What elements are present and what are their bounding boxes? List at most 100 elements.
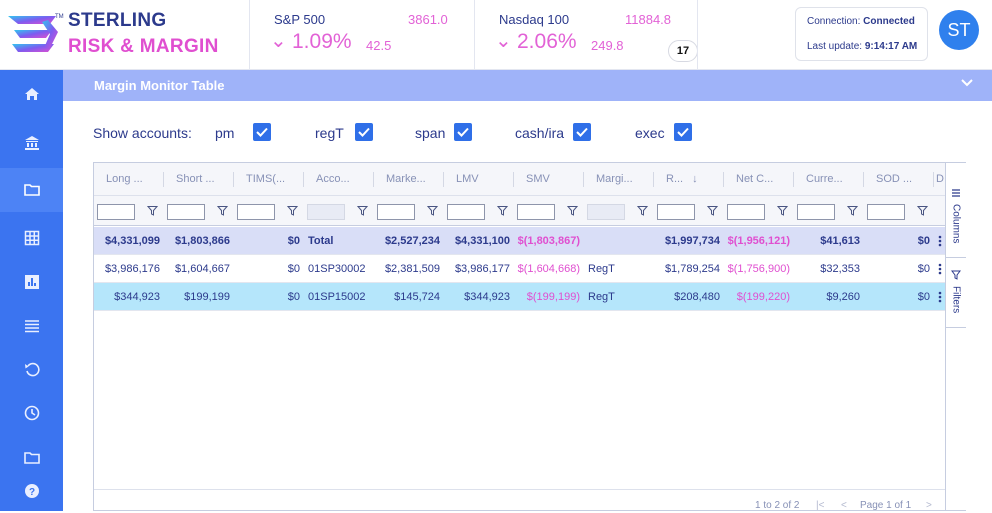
column-header[interactable]: D [934,163,945,195]
column-header-label: Marke... [386,173,426,185]
filter-icon[interactable] [497,205,508,216]
row-menu-icon[interactable] [938,263,942,275]
filter-input[interactable] [307,204,345,220]
filter-input[interactable] [727,204,765,220]
column-resize-handle[interactable] [303,172,304,187]
column-filter [304,196,374,225]
column-header[interactable]: TIMS(... [234,163,304,195]
filter-input[interactable] [167,204,205,220]
filter-icon[interactable] [357,205,368,216]
column-resize-handle[interactable] [513,172,514,187]
table-cell: $344,923 [114,291,160,303]
filter-icon[interactable] [287,205,298,216]
column-resize-handle[interactable] [653,172,654,187]
clock-icon [24,405,39,421]
filter-icon[interactable] [777,205,788,216]
sidebar-item-folder[interactable] [0,168,63,212]
filter-input[interactable] [237,204,275,220]
column-header[interactable]: LMV [444,163,514,195]
column-resize-handle[interactable] [443,172,444,187]
panel-title: Margin Monitor Table [94,78,225,93]
bank-icon [24,136,39,150]
column-resize-handle[interactable] [933,172,934,187]
table-cell: $(1,956,121) [727,235,790,247]
table-row[interactable]: $3,986,176 $1,604,667 $0 01SP30002 $2,381,50… [94,255,945,283]
last-update: Last update: 9:14:17 AM [807,41,917,52]
total-row[interactable]: $4,331,099 $1,803,866 $0 Total $2,527,234 $4,… [94,227,945,255]
row-menu-icon[interactable] [938,235,942,247]
filter-icon[interactable] [917,205,928,216]
regt-checkbox[interactable] [355,123,373,141]
filter-input[interactable] [517,204,555,220]
sidebar-item-clock[interactable] [0,391,63,435]
tradingview-badge[interactable]: 17 [668,40,698,62]
filter-input[interactable] [587,204,625,220]
column-header[interactable]: Margi... [584,163,654,195]
column-header[interactable]: Short ... [164,163,234,195]
filter-icon[interactable] [427,205,438,216]
filter-icon[interactable] [217,205,228,216]
column-filter [234,196,304,225]
column-header[interactable]: Curre... [794,163,864,195]
column-resize-handle[interactable] [863,172,864,187]
column-header[interactable]: R... ↓ [654,163,724,195]
sidebar-item-history[interactable] [0,348,63,392]
filter-input[interactable] [377,204,415,220]
column-resize-handle[interactable] [723,172,724,187]
ticker-sp500[interactable]: S&P 500 3861.0 ⌄ 1.09% 42.5 [249,0,474,70]
prev-page-icon[interactable]: < [841,500,847,510]
column-header[interactable]: Acco... [304,163,374,195]
sidebar: ? [0,70,63,511]
filter-input[interactable] [867,204,905,220]
panel-header[interactable]: Margin Monitor Table [63,70,992,101]
column-header[interactable]: Net C... [724,163,794,195]
filter-input[interactable] [657,204,695,220]
cash-ira-checkbox[interactable] [573,123,591,141]
tab-columns[interactable]: Columns [946,188,966,243]
next-page-icon[interactable]: > [926,500,932,510]
table-cell: $344,923 [464,291,510,303]
chevron-down-icon[interactable] [960,76,974,90]
tab-filters[interactable]: Filters [946,270,966,313]
sidebar-item-reports[interactable] [0,260,63,304]
column-header[interactable]: SMV [514,163,584,195]
first-page-icon[interactable]: |< [816,500,825,510]
filter-input[interactable] [97,204,135,220]
option-label: exec [635,125,665,141]
column-resize-handle[interactable] [233,172,234,187]
column-header[interactable]: SOD ... [864,163,934,195]
folder-icon [23,184,40,196]
sidebar-item-list[interactable] [0,304,63,348]
ticker-nasdaq100[interactable]: Nasdaq 100 11884.8 ⌄ 2.06% 249.8 [474,0,698,70]
margin-monitor-grid: Long ... Short ... TIMS(... Acco... Marke...… [93,162,966,511]
filter-icon[interactable] [567,205,578,216]
sidebar-item-help[interactable]: ? [0,469,63,513]
table-row[interactable]: $344,923 $199,199 $0 01SP15002 $145,724 $344,… [94,283,945,311]
span-checkbox[interactable] [454,123,472,141]
filter-icon[interactable] [707,205,718,216]
pm-checkbox[interactable] [253,123,271,141]
filter-input[interactable] [447,204,485,220]
table-cell: $0 [287,235,300,247]
sidebar-item-table[interactable] [0,216,63,260]
pagination: 1 to 2 of 2 |< < Page 1 of 1 > [94,489,945,510]
column-resize-handle[interactable] [583,172,584,187]
filter-icon[interactable] [847,205,858,216]
filter-icon[interactable] [637,205,648,216]
table-cell: $0 [917,263,930,275]
column-resize-handle[interactable] [793,172,794,187]
table-cell: 01SP15002 [308,291,366,303]
exec-checkbox[interactable] [674,123,692,141]
sidebar-item-files[interactable] [0,436,63,480]
column-header[interactable]: Marke... [374,163,444,195]
avatar[interactable]: ST [939,10,979,50]
filter-input[interactable] [797,204,835,220]
folder-icon [23,452,40,464]
column-resize-handle[interactable] [163,172,164,187]
column-resize-handle[interactable] [373,172,374,187]
filter-icon[interactable] [147,205,158,216]
column-header[interactable]: Long ... [94,163,164,195]
sidebar-item-home[interactable] [0,72,63,116]
sidebar-item-accounts[interactable] [0,121,63,165]
row-menu-icon[interactable] [938,291,942,303]
